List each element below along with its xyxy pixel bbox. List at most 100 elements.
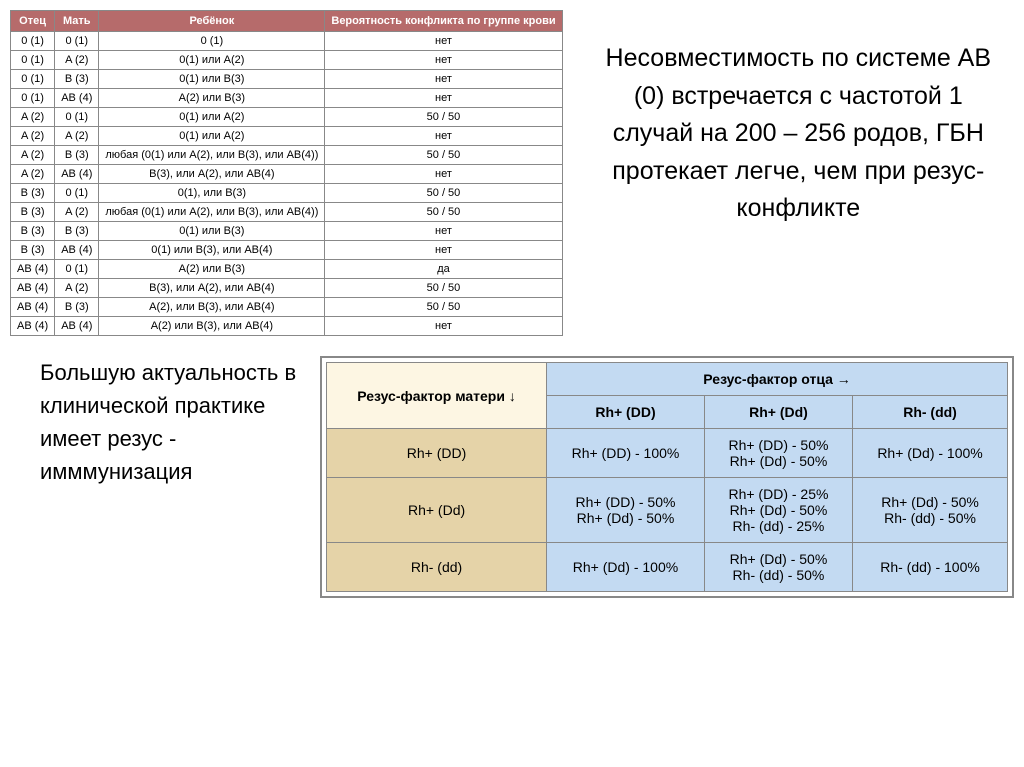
table-cell: 0(1) или A(2) <box>99 51 325 70</box>
table-cell: B (3) <box>55 298 99 317</box>
table-row: B (3)B (3)0(1) или B(3)нет <box>11 222 563 241</box>
table-cell: нет <box>325 70 562 89</box>
table-cell: 50 / 50 <box>325 146 562 165</box>
table-cell: A (2) <box>11 108 55 127</box>
table-row: 0 (1)B (3)0(1) или B(3)нет <box>11 70 563 89</box>
table-cell: нет <box>325 51 562 70</box>
table-row: B (3)AB (4)0(1) или B(3), или AB(4)нет <box>11 241 563 260</box>
rh-result-cell: Rh+ (Dd) - 100% <box>547 543 705 592</box>
table-cell: AB (4) <box>11 317 55 336</box>
table-cell: A (2) <box>55 279 99 298</box>
table-cell: нет <box>325 32 562 51</box>
table-cell: A(2) или B(3), или AB(4) <box>99 317 325 336</box>
table-cell: нет <box>325 165 562 184</box>
table-cell: 0(1) или B(3) <box>99 222 325 241</box>
table-cell: A (2) <box>55 51 99 70</box>
table-cell: нет <box>325 127 562 146</box>
table-cell: 50 / 50 <box>325 184 562 203</box>
table-cell: A(2) или B(3) <box>99 89 325 108</box>
rh-result-cell: Rh- (dd) - 100% <box>853 543 1008 592</box>
table-cell: AB (4) <box>11 298 55 317</box>
rh-result-cell: Rh+ (DD) - 25% Rh+ (Dd) - 50% Rh- (dd) -… <box>704 478 852 543</box>
table-cell: B (3) <box>11 184 55 203</box>
table-row: 0 (1)0 (1)0 (1)нет <box>11 32 563 51</box>
table-cell: AB (4) <box>55 89 99 108</box>
rh-result-cell: Rh+ (Dd) - 50% Rh- (dd) - 50% <box>853 478 1008 543</box>
table-row: A (2)0 (1)0(1) или A(2)50 / 50 <box>11 108 563 127</box>
table-cell: любая (0(1) или A(2), или B(3), или AB(4… <box>99 146 325 165</box>
table-cell: 0 (1) <box>55 108 99 127</box>
table-cell: 0(1) или B(3) <box>99 70 325 89</box>
table-row: B (3)0 (1)0(1), или B(3)50 / 50 <box>11 184 563 203</box>
table-cell: B (3) <box>55 222 99 241</box>
table-cell: B (3) <box>55 146 99 165</box>
table-cell: 0(1), или B(3) <box>99 184 325 203</box>
father-col-header: Rh- (dd) <box>853 396 1008 429</box>
table-cell: 0(1) или A(2) <box>99 127 325 146</box>
table-cell: 0(1) или A(2) <box>99 108 325 127</box>
father-col-header: Rh+ (Dd) <box>704 396 852 429</box>
table-cell: нет <box>325 241 562 260</box>
table-cell: нет <box>325 89 562 108</box>
side-note: Большую актуальность в клинической практ… <box>10 356 300 488</box>
col-child: Ребёнок <box>99 11 325 32</box>
table-cell: 0 (1) <box>99 32 325 51</box>
table-row: AB (4)0 (1)A(2) или B(3)да <box>11 260 563 279</box>
table-row: 0 (1)A (2)0(1) или A(2)нет <box>11 51 563 70</box>
rh-result-cell: Rh+ (DD) - 100% <box>547 429 705 478</box>
table-cell: B (3) <box>11 241 55 260</box>
table-cell: A(2), или B(3), или AB(4) <box>99 298 325 317</box>
rh-factor-table: Резус-фактор матери ↓ Резус-фактор отца … <box>326 362 1008 592</box>
table-cell: 0 (1) <box>11 51 55 70</box>
table-cell: B (3) <box>55 70 99 89</box>
table-cell: нет <box>325 222 562 241</box>
table-cell: A (2) <box>11 127 55 146</box>
table-cell: 0 (1) <box>55 32 99 51</box>
table-cell: 50 / 50 <box>325 279 562 298</box>
mother-rh-header: Резус-фактор матери ↓ <box>327 363 547 429</box>
table-cell: AB (4) <box>55 165 99 184</box>
table-row: 0 (1)AB (4)A(2) или B(3)нет <box>11 89 563 108</box>
table-cell: любая (0(1) или A(2), или B(3), или AB(4… <box>99 203 325 222</box>
rh-result-cell: Rh+ (DD) - 50% Rh+ (Dd) - 50% <box>547 478 705 543</box>
table-cell: A (2) <box>11 146 55 165</box>
table-cell: A (2) <box>11 165 55 184</box>
father-rh-header: Резус-фактор отца → <box>547 363 1008 396</box>
table-cell: A (2) <box>55 127 99 146</box>
abo-table-container: Отец Мать Ребёнок Вероятность конфликта … <box>10 10 563 336</box>
table-row: A (2)B (3)любая (0(1) или A(2), или B(3)… <box>11 146 563 165</box>
table-cell: A (2) <box>55 203 99 222</box>
table-row: B (3)A (2)любая (0(1) или A(2), или B(3)… <box>11 203 563 222</box>
father-col-header: Rh+ (DD) <box>547 396 705 429</box>
mother-row-label: Rh+ (DD) <box>327 429 547 478</box>
table-row: Rh+ (DD)Rh+ (DD) - 100%Rh+ (DD) - 50% Rh… <box>327 429 1008 478</box>
rh-result-cell: Rh+ (Dd) - 50% Rh- (dd) - 50% <box>704 543 852 592</box>
table-cell: B (3) <box>11 222 55 241</box>
table-cell: 50 / 50 <box>325 298 562 317</box>
table-cell: AB (4) <box>11 279 55 298</box>
table-cell: 0 (1) <box>11 70 55 89</box>
table-cell: B(3), или A(2), или AB(4) <box>99 165 325 184</box>
table-row: AB (4)B (3)A(2), или B(3), или AB(4)50 /… <box>11 298 563 317</box>
table-cell: AB (4) <box>11 260 55 279</box>
table-cell: B (3) <box>11 203 55 222</box>
table-cell: 0 (1) <box>55 184 99 203</box>
table-cell: 50 / 50 <box>325 108 562 127</box>
col-probability: Вероятность конфликта по группе крови <box>325 11 562 32</box>
table-cell: да <box>325 260 562 279</box>
table-cell: AB (4) <box>55 241 99 260</box>
table-cell: 0(1) или B(3), или AB(4) <box>99 241 325 260</box>
table-row: Rh+ (Dd)Rh+ (DD) - 50% Rh+ (Dd) - 50%Rh+… <box>327 478 1008 543</box>
table-cell: B(3), или A(2), или AB(4) <box>99 279 325 298</box>
col-father: Отец <box>11 11 55 32</box>
table-row: AB (4)AB (4)A(2) или B(3), или AB(4)нет <box>11 317 563 336</box>
table-row: AB (4)A (2)B(3), или A(2), или AB(4)50 /… <box>11 279 563 298</box>
col-mother: Мать <box>55 11 99 32</box>
table-row: Rh- (dd)Rh+ (Dd) - 100%Rh+ (Dd) - 50% Rh… <box>327 543 1008 592</box>
table-row: A (2)A (2)0(1) или A(2)нет <box>11 127 563 146</box>
abo-compatibility-table: Отец Мать Ребёнок Вероятность конфликта … <box>10 10 563 336</box>
mother-row-label: Rh- (dd) <box>327 543 547 592</box>
mother-row-label: Rh+ (Dd) <box>327 478 547 543</box>
table-cell: 0 (1) <box>55 260 99 279</box>
rh-result-cell: Rh+ (DD) - 50% Rh+ (Dd) - 50% <box>704 429 852 478</box>
